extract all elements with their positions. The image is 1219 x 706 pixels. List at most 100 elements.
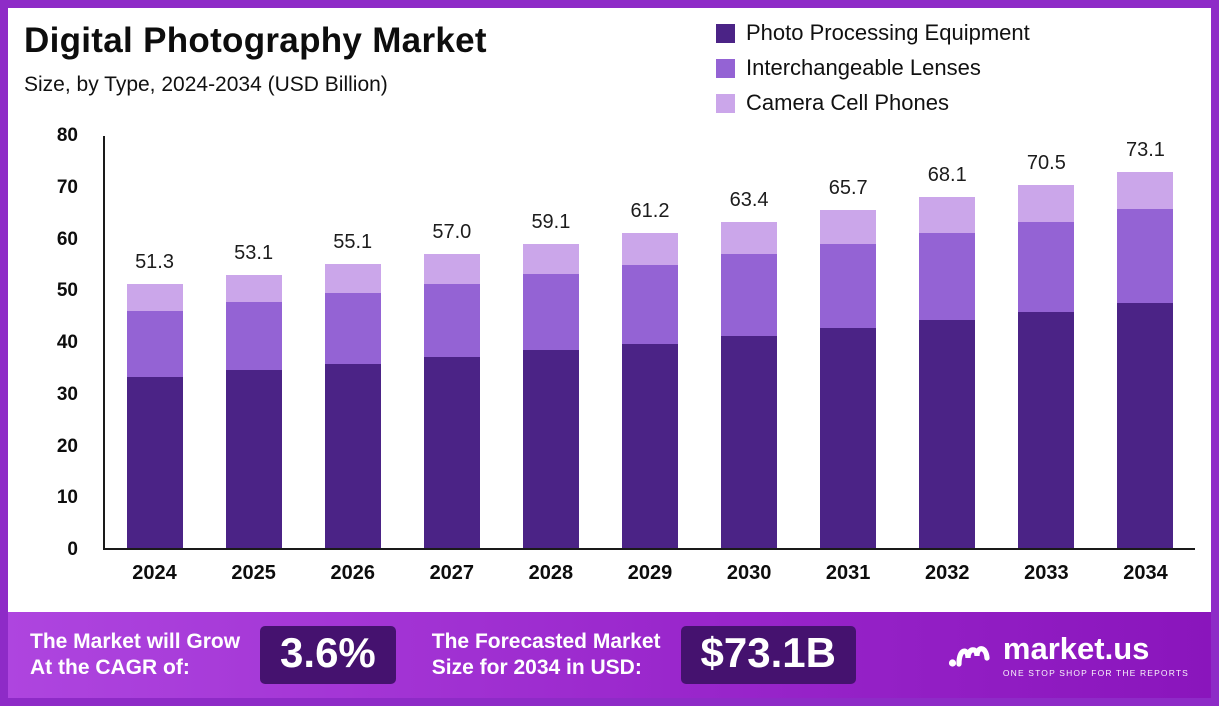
y-axis-tick-label: 20 [56,435,78,457]
x-axis-label: 2025 [231,562,276,584]
x-axis-label: 2033 [1024,562,1069,584]
y-axis-tick-label: 50 [56,280,78,302]
bar-group-2028: 59.1 2028 [522,136,579,584]
bar-segment [126,376,183,548]
legend-swatch-camera-cell-phones [716,93,735,113]
bar-segment [522,274,579,351]
legend-swatch-photo-processing-equipment [716,23,735,43]
legend-item-photo-processing-equipment: Photo Processing Equipment [716,20,1030,46]
bar-segment [1018,221,1075,313]
bar-segment [622,264,678,344]
bar-segment [126,310,183,377]
x-axis-label: 2026 [330,562,375,584]
brand-tagline: ONE STOP SHOP FOR THE REPORTS [1002,667,1189,678]
x-axis-label: 2030 [726,562,772,584]
bar-segment [522,350,579,548]
bar-total-label: 73.1 [1125,138,1165,161]
bar-group-2024: 51.3 2024 [126,136,183,584]
bar-total-label: 70.5 [1026,151,1066,174]
bar-segment [919,320,976,548]
bar-segment [1117,209,1174,304]
brand-block: market.us ONE STOP SHOP FOR THE REPORTS [947,633,1189,678]
bar-segment [225,370,282,548]
y-axis-tick-label: 80 [56,125,78,146]
bar-total-label: 51.3 [135,250,174,273]
legend: Photo Processing Equipment Interchangeab… [716,20,1030,116]
bar-segment [1117,171,1174,210]
y-axis-tick-label: 60 [56,228,78,250]
cagr-label: The Market will Grow At the CAGR of: [30,629,240,682]
forecast-label-line2: Size for 2034 in USD: [431,656,642,679]
page-subtitle: Size, by Type, 2024-2034 (USD Billion) [24,72,388,96]
bar-segment [820,209,877,244]
y-axis-tick-label: 40 [56,332,78,353]
bar-segment [721,221,778,254]
chart-header: Digital Photography Market Size, by Type… [8,8,1211,120]
bar-group-2025: 53.1 2025 [225,136,282,584]
x-axis-label: 2029 [627,562,673,584]
bar-segment [820,328,877,548]
bar-total-label: 59.1 [531,210,571,233]
bar-segment [1018,184,1075,222]
forecast-label-line1: The Forecasted Market [431,629,661,653]
bar-total-label: 68.1 [927,164,967,187]
bar-group-2029: 61.2 2029 [622,136,678,584]
x-axis-label: 2031 [825,562,871,584]
y-axis-tick-label: 0 [67,539,78,560]
legend-swatch-interchangeable-lenses [716,58,735,78]
bar-segment [622,232,678,265]
x-axis-label: 2032 [925,562,970,584]
bar-segment [919,232,976,321]
x-axis-label: 2028 [528,562,574,584]
bar-segment [522,243,579,275]
x-axis-label: 2024 [132,562,177,584]
footer-banner: The Market will Grow At the CAGR of: 3.6… [8,612,1211,698]
bar-group-2034: 73.1 2034 [1117,136,1174,584]
bar-group-2033: 70.5 2033 [1018,136,1075,584]
bar-segment [225,301,282,371]
bar-segment [423,254,480,284]
market-us-logo-icon [947,634,993,677]
y-axis-tick-label: 10 [56,487,78,509]
bar-group-2026: 55.1 2026 [324,136,381,584]
bar-segment [721,253,778,336]
bar-total-label: 57.0 [432,221,472,244]
y-axis-tick-label: 70 [56,176,78,198]
bar-segment [126,283,183,311]
bar-group-2030: 63.4 2030 [721,136,778,584]
cagr-label-line1: The Market will Grow [30,629,241,653]
bar-segment [324,292,381,364]
bar-segment [721,335,778,548]
forecast-label: The Forecasted Market Size for 2034 in U… [432,629,661,682]
bar-total-label: 63.4 [729,188,769,211]
brand-name: market.us [1002,630,1150,666]
bar-segment [622,343,678,548]
legend-label: Camera Cell Phones [746,90,949,115]
cagr-value: 3.6% [260,626,396,684]
x-axis-label: 2034 [1123,562,1168,584]
bar-group-2027: 57.0 2027 [423,136,480,584]
bar-segment [324,363,381,548]
bar-segment [423,357,480,548]
bar-segment [324,264,381,293]
legend-label: Interchangeable Lenses [746,55,981,80]
x-axis-label: 2027 [429,562,475,584]
bar-total-label: 55.1 [333,231,373,254]
page-title: Digital Photography Market [24,21,487,60]
legend-item-interchangeable-lenses: Interchangeable Lenses [716,55,1030,81]
bar-total-label: 61.2 [630,199,670,222]
bar-segment [919,197,976,233]
bar-segment [1117,303,1174,548]
bar-group-2031: 65.7 2031 [820,136,877,584]
bar-segment [225,274,282,302]
bar-segment [423,283,480,358]
stacked-bar-chart: 0 10 20 30 40 50 60 70 80 51.3 2024 53.1 2025 55.1 20… [8,120,1211,598]
legend-label: Photo Processing Equipment [746,20,1030,45]
brand-text: market.us ONE STOP SHOP FOR THE REPORTS [1003,633,1189,678]
bar-total-label: 65.7 [828,176,868,199]
bar-total-label: 53.1 [234,241,274,264]
bar-group-2032: 68.1 2032 [919,136,976,584]
cagr-label-line2: At the CAGR of: [30,656,190,679]
y-axis-tick-label: 30 [56,383,78,405]
